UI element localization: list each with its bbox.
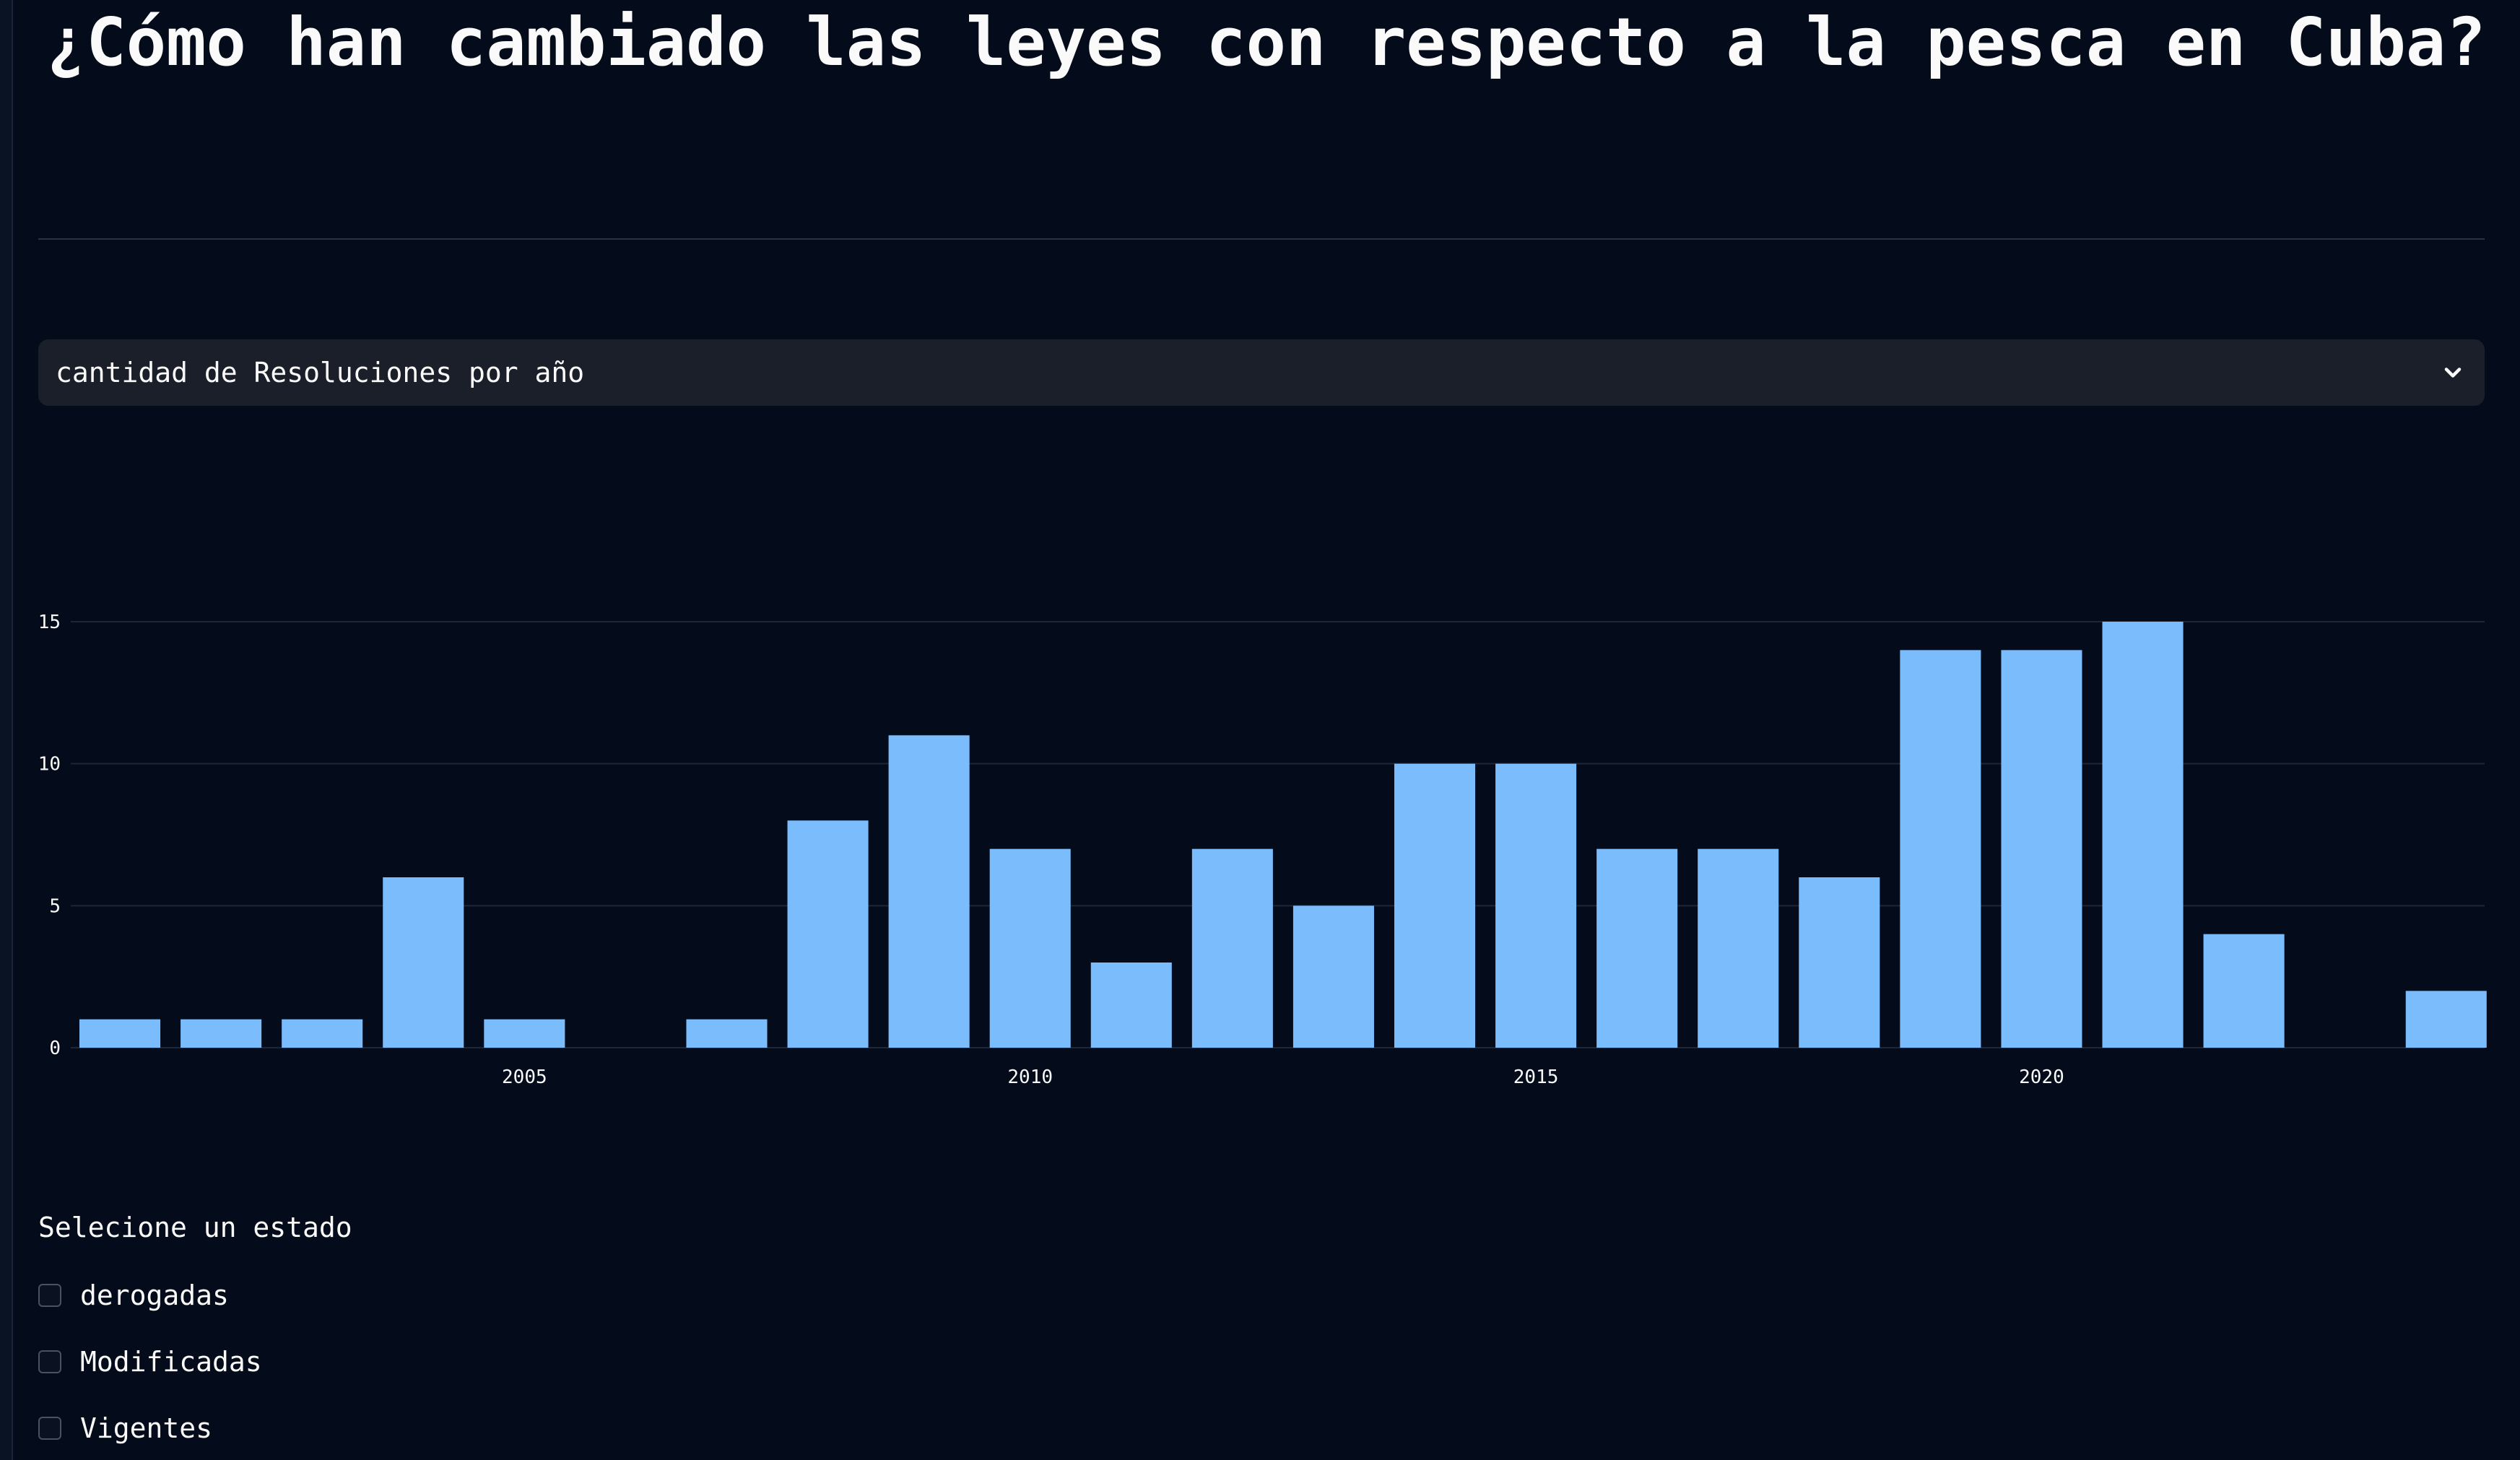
bar-2002[interactable] bbox=[181, 1019, 262, 1048]
checkbox-box[interactable] bbox=[38, 1350, 61, 1373]
bar-2024[interactable] bbox=[2405, 991, 2487, 1048]
bar-2005[interactable] bbox=[484, 1019, 565, 1048]
bar-2022[interactable] bbox=[2203, 934, 2285, 1048]
divider bbox=[38, 238, 2485, 240]
bar-2016[interactable] bbox=[1596, 848, 1678, 1048]
bar-2007[interactable] bbox=[686, 1019, 768, 1048]
checkbox-box[interactable] bbox=[38, 1417, 61, 1440]
chart-selector-dropdown[interactable]: cantidad de Resoluciones por año bbox=[38, 339, 2485, 406]
y-tick-label: 10 bbox=[38, 754, 61, 775]
checkbox-label: Vigentes bbox=[80, 1412, 213, 1444]
bar-2015[interactable] bbox=[1495, 763, 1577, 1048]
checkbox-label: derogadas bbox=[80, 1279, 229, 1311]
bar-2003[interactable] bbox=[282, 1019, 363, 1048]
bar-2013[interactable] bbox=[1292, 905, 1374, 1048]
checkbox-label: Modificadas bbox=[80, 1346, 262, 1378]
checkbox-modificadas[interactable]: Modificadas bbox=[38, 1342, 262, 1382]
bar-2004[interactable] bbox=[383, 877, 464, 1048]
chevron-down-icon bbox=[2444, 368, 2462, 378]
y-tick-label: 0 bbox=[49, 1038, 61, 1059]
y-tick-label: 5 bbox=[49, 895, 61, 917]
bar-2021[interactable] bbox=[2102, 622, 2184, 1048]
estado-label: Selecione un estado bbox=[38, 1212, 352, 1243]
bar-2012[interactable] bbox=[1191, 848, 1273, 1048]
x-tick-label: 2010 bbox=[1007, 1066, 1053, 1088]
left-edge bbox=[0, 0, 13, 1460]
bar-2020[interactable] bbox=[2001, 650, 2082, 1048]
chart-selector-value: cantidad de Resoluciones por año bbox=[56, 357, 585, 388]
page-title: ¿Cómo han cambiado las leyes con respect… bbox=[46, 4, 2486, 81]
checkbox-vigentes[interactable]: Vigentes bbox=[38, 1408, 212, 1448]
checkbox-derogadas[interactable]: derogadas bbox=[38, 1275, 229, 1316]
bar-2001[interactable] bbox=[79, 1019, 161, 1048]
bar-2010[interactable] bbox=[989, 848, 1071, 1048]
x-tick-label: 2005 bbox=[502, 1066, 547, 1088]
bar-2011[interactable] bbox=[1090, 963, 1172, 1048]
x-tick-label: 2020 bbox=[2019, 1066, 2064, 1088]
bar-2019[interactable] bbox=[1900, 650, 1981, 1048]
bar-2008[interactable] bbox=[787, 820, 869, 1048]
checkbox-box[interactable] bbox=[38, 1284, 61, 1307]
bar-2014[interactable] bbox=[1394, 763, 1476, 1048]
bar-2009[interactable] bbox=[888, 735, 970, 1048]
y-tick-label: 15 bbox=[38, 612, 61, 633]
x-tick-label: 2015 bbox=[1513, 1066, 1559, 1088]
bar-2017[interactable] bbox=[1698, 848, 1779, 1048]
bar-2018[interactable] bbox=[1799, 877, 1880, 1048]
